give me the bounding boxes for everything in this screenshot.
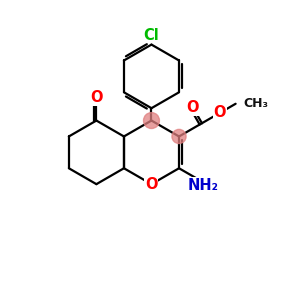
Text: NH₂: NH₂ bbox=[188, 178, 218, 193]
Circle shape bbox=[172, 129, 186, 143]
Text: CH₃: CH₃ bbox=[244, 97, 269, 110]
Circle shape bbox=[143, 112, 159, 128]
Text: Cl: Cl bbox=[144, 28, 159, 43]
Text: O: O bbox=[187, 100, 199, 115]
Text: O: O bbox=[214, 105, 226, 120]
Text: O: O bbox=[145, 177, 158, 192]
Text: O: O bbox=[90, 90, 103, 105]
